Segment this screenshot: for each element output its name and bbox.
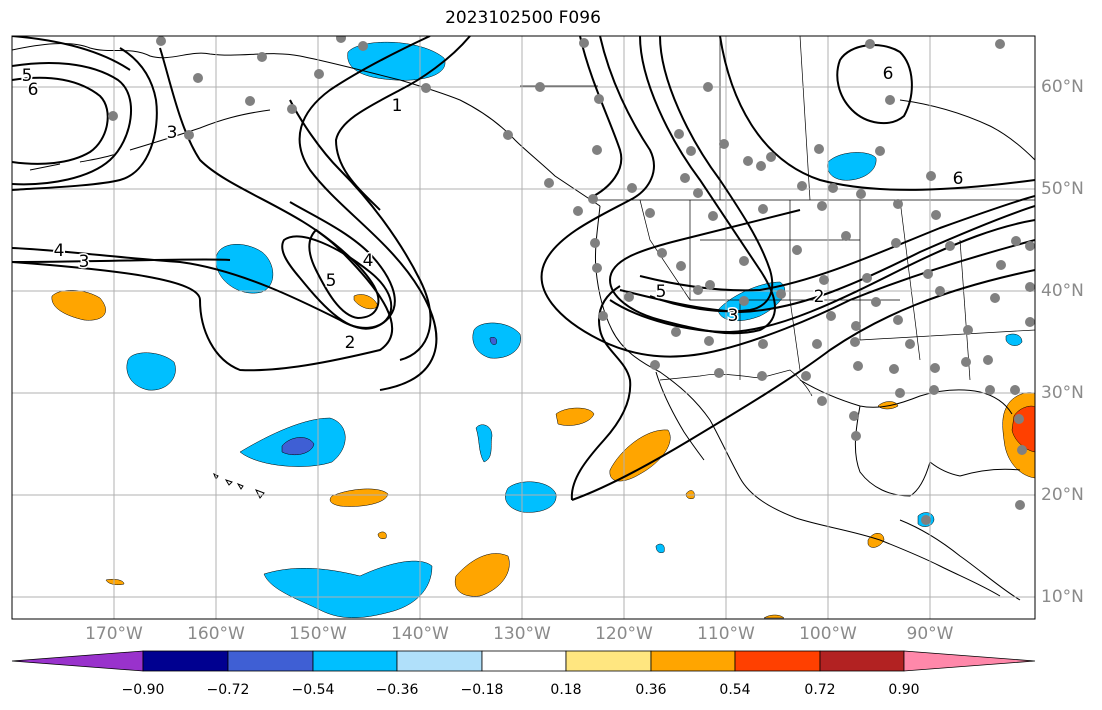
colorbar-segment — [312, 650, 398, 672]
colorbar-segment — [227, 650, 314, 672]
lon-label: 130°W — [493, 624, 551, 644]
lon-label: 170°W — [85, 624, 143, 644]
colorbar — [11, 650, 1036, 672]
graticule — [12, 36, 1035, 619]
lat-label: 50°N — [1041, 179, 1084, 199]
lon-label: 90°W — [906, 624, 954, 644]
colorbar-tick-label: 0.36 — [635, 682, 667, 698]
lon-label: 160°W — [187, 624, 245, 644]
colorbar-tick-label: −0.72 — [206, 682, 250, 698]
pos-region — [867, 533, 885, 548]
plot-frame — [11, 35, 1036, 620]
colorbar-over-arrow — [903, 650, 1036, 672]
neg-region — [215, 244, 274, 294]
contour-label: 2 — [814, 287, 825, 307]
colorbar-segment — [396, 650, 483, 672]
lon-label: 100°W — [799, 624, 857, 644]
pos-region — [609, 429, 671, 482]
colorbar-segment — [734, 650, 821, 672]
pos-region — [329, 488, 389, 507]
colorbar-tick-label: 0.90 — [888, 682, 920, 698]
colorbar-segment — [819, 650, 905, 672]
colorbar-tick-label: −0.36 — [375, 682, 419, 698]
contour-label: 5 — [326, 271, 337, 291]
contours — [12, 36, 1035, 501]
neg-region — [655, 543, 665, 553]
contour-label: 5 — [656, 282, 667, 302]
lon-label: 140°W — [391, 624, 449, 644]
colorbar-tick-label: −0.18 — [460, 682, 504, 698]
lon-label: 110°W — [697, 624, 755, 644]
contour-labels: 5 6 3 1 4 3 4 5 2 6 5 3 2 6 — [20, 63, 965, 355]
contour-label: 4 — [54, 241, 65, 261]
colorbar-segment — [650, 650, 736, 672]
neg-core — [489, 337, 497, 345]
neg-region — [1005, 333, 1023, 346]
colorbar-segment — [481, 650, 567, 672]
borders — [520, 36, 1035, 397]
neg-region — [827, 152, 877, 181]
contour-label: 6 — [883, 64, 894, 84]
neg-region — [263, 560, 433, 619]
station-dots — [108, 36, 1035, 525]
pos-region — [377, 531, 387, 540]
pos-region — [877, 401, 899, 410]
contour-label: 4 — [363, 251, 374, 271]
contour-label: 3 — [167, 123, 178, 143]
lon-label: 120°W — [595, 624, 653, 644]
neg-region — [475, 424, 493, 463]
coastlines — [12, 43, 1035, 601]
colorbar-tick-label: 0.72 — [804, 682, 836, 698]
pos-region — [105, 578, 125, 586]
neg-core — [281, 437, 315, 455]
contour-label: 3 — [728, 306, 739, 326]
colorbar-tick-label: 0.54 — [719, 682, 751, 698]
pos-region — [555, 407, 595, 426]
contour-label: 6 — [953, 169, 964, 189]
pos-region — [763, 614, 785, 619]
colorbar-segment — [142, 650, 229, 672]
lat-label: 10°N — [1041, 587, 1084, 607]
colorbar-segment — [565, 650, 652, 672]
colorbar-tick-label: −0.54 — [291, 682, 335, 698]
pos-region — [51, 290, 106, 321]
contour-label: 1 — [392, 96, 403, 116]
neg-region — [505, 481, 557, 513]
colorbar-under-arrow — [11, 650, 144, 672]
lon-label: 150°W — [289, 624, 347, 644]
lat-label: 30°N — [1041, 383, 1084, 403]
map-title: 2023102500 F096 — [445, 8, 601, 28]
lat-label: 20°N — [1041, 485, 1084, 505]
colorbar-tick-label: 0.18 — [550, 682, 582, 698]
pos-region — [353, 294, 379, 310]
contour-label: 2 — [345, 333, 356, 353]
contour-label: 3 — [79, 252, 90, 272]
lat-label: 40°N — [1041, 281, 1084, 301]
contour-label: 6 — [28, 80, 39, 100]
lat-label: 60°N — [1041, 77, 1084, 97]
contour-label: 5 — [22, 66, 33, 86]
pos-region — [454, 553, 510, 597]
neg-region — [126, 352, 176, 391]
colorbar-tick-label: −0.90 — [121, 682, 165, 698]
